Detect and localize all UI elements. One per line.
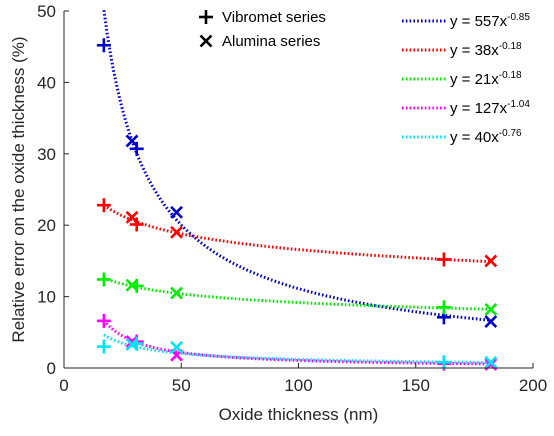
x-tick-label: 150 [402,376,430,395]
vibromet-point-2-2 [129,217,144,232]
vibromet-point-3-1 [96,272,111,287]
cross-b [170,225,183,239]
fit-label-exponent: -0.85 [507,12,530,23]
x-tick-label: 50 [172,376,191,395]
alumina-point-2-1 [125,210,139,224]
cross-b [199,34,213,48]
vibromet-point-5-3 [436,355,451,370]
cross-b [170,205,183,219]
y-tick-label: 40 [37,73,56,92]
alumina-point-3-3 [484,303,498,316]
legend-label: Vibromet series [222,9,326,26]
y-axis-label: Relative error on the oxide thickness (%… [9,36,28,342]
x-tick-label: 200 [519,376,547,395]
tick-labels: 0 50 100 150 200 0 10 20 30 40 50 [37,2,547,395]
cross-b [125,210,139,224]
cross-b [170,286,183,300]
alumina-point-1-1 [125,134,139,148]
fit-label-base: y = 38x [450,42,499,59]
cross-b [125,134,139,148]
legend-fit-label: y = 127x-1.04 [450,99,530,117]
fit-label-base: y = 40x [450,129,499,146]
vibromet-point-3-3 [436,300,451,315]
fit-curve-2 [103,203,491,264]
vibromet-point-2-1 [96,198,111,213]
alumina-point-5-1 [125,338,139,351]
alumina-point-3-2 [170,286,183,300]
legend-fit-label: y = 38x-0.18 [450,41,522,59]
legend-fit-label: y = 21x-0.18 [450,70,522,88]
vibromet-point-1-1 [96,38,111,53]
cross-b [484,303,498,316]
alumina-point-2-3 [484,254,498,268]
fit-label-base: y = 127x [450,100,508,117]
vibromet-point-5-1 [96,339,111,354]
vibromet-point-2-3 [436,252,451,267]
alumina-point-1-2 [170,205,183,219]
alumina-point-3-1 [125,278,139,292]
y-tick-label: 20 [37,216,56,235]
legend-fit-label: y = 557x-0.85 [450,12,530,30]
cross-b [484,254,498,268]
fit-label-exponent: -0.18 [499,70,522,81]
fit-curve-4 [102,319,491,366]
fit-legend: y = 557x-0.85y = 38x-0.18y = 21x-0.18y =… [402,12,530,146]
legend-fit-label: y = 40x-0.76 [450,128,522,146]
alumina-point-5-2 [170,340,183,354]
cross-b [125,278,139,292]
y-tick-label: 0 [47,359,56,378]
legend-cross-icon [199,34,213,48]
fit-label-exponent: -1.04 [507,99,530,110]
fit-curve-3 [103,276,491,311]
axes [63,10,534,369]
alumina-point-1-3 [484,315,498,329]
cross-b [125,338,139,351]
data-markers [96,38,498,371]
x-axis-label: Oxide thickness (nm) [219,405,379,424]
y-tick-label: 30 [37,145,56,164]
marker-legend: Vibromet series Alumina series [199,9,326,50]
x-tick-label: 100 [284,376,312,395]
y-tick-label: 50 [37,2,56,21]
fit-label-base: y = 21x [450,71,499,88]
y-tick-label: 10 [37,288,56,307]
vibromet-point-4-1 [96,313,111,328]
fit-curves [102,9,491,366]
cross-b [484,355,498,369]
fit-label-exponent: -0.76 [499,128,522,139]
alumina-point-5-3 [484,355,498,369]
fit-label-exponent: -0.18 [499,41,522,52]
alumina-point-2-2 [170,225,183,239]
cross-b [484,315,498,329]
legend-plus-icon [199,10,213,24]
fit-label-base: y = 557x [450,13,508,30]
x-tick-label: 0 [59,376,68,395]
legend-label: Alumina series [222,33,320,50]
cross-b [170,340,183,354]
fit-curve-1 [102,9,491,322]
